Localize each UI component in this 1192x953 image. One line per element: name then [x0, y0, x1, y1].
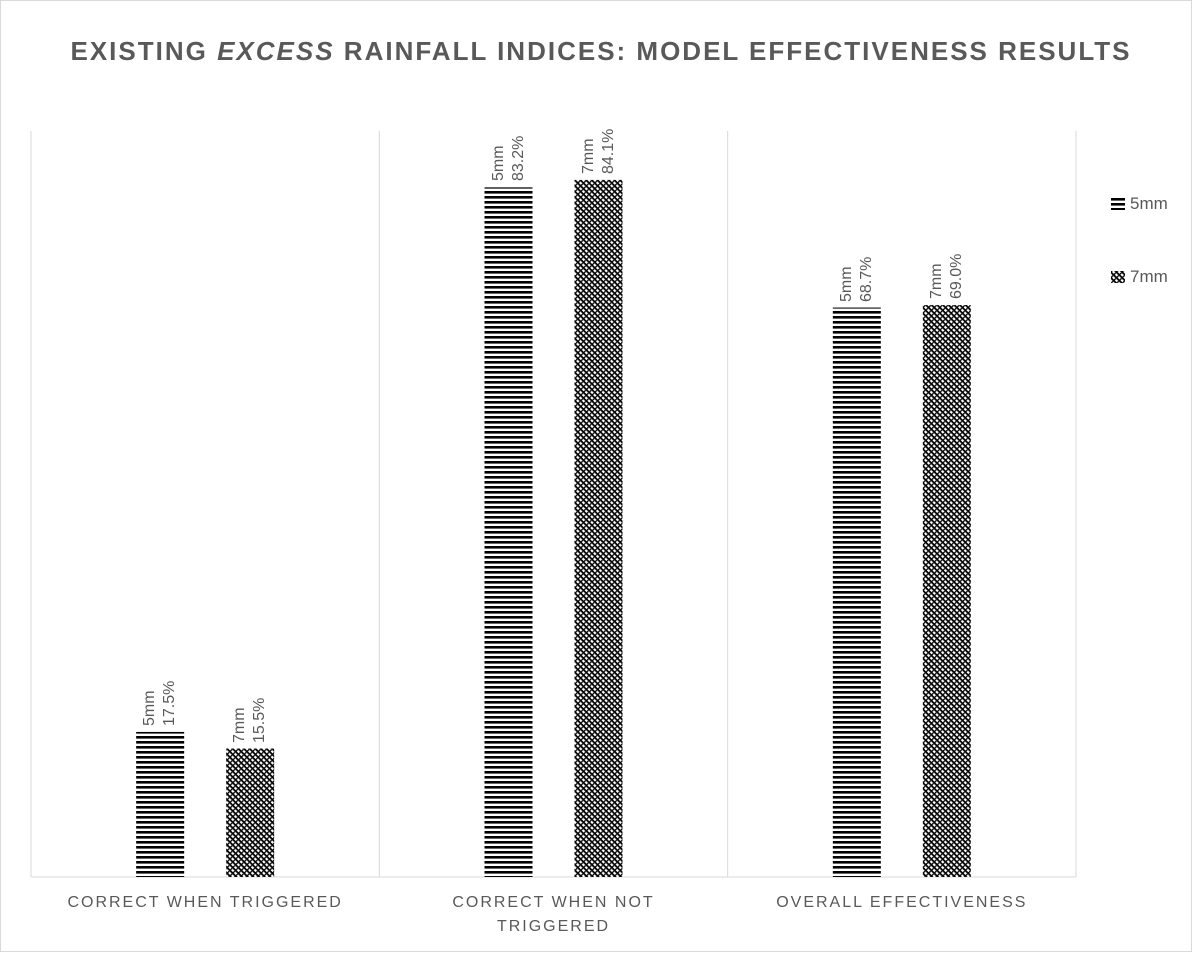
data-label-7mm-1: 7mm 15.5% — [230, 697, 270, 742]
data-label-value: 15.5% — [251, 697, 269, 743]
data-label-7mm-2: 7mm 84.1% — [579, 129, 619, 174]
data-label-series: 7mm — [927, 263, 945, 300]
legend-item-5mm: 5mm — [1111, 194, 1168, 214]
data-label-series: 5mm — [489, 145, 507, 182]
bar-7mm-3 — [922, 305, 971, 878]
data-label-5mm-1: 5mm 17.5% — [140, 681, 180, 726]
legend-swatch-stripes-icon — [1111, 198, 1125, 210]
legend-swatch-dots-icon — [1111, 271, 1125, 283]
data-label-series: 5mm — [837, 265, 855, 302]
category-label-2: CORRECT WHEN NOT TRIGGERED — [452, 894, 655, 935]
data-label-5mm-2: 5mm 83.2% — [489, 136, 529, 181]
bar-5mm-3 — [832, 307, 881, 877]
bar-7mm-2 — [574, 179, 623, 878]
data-label-value: 17.5% — [161, 680, 179, 726]
category-label-3: OVERALL EFFECTIVENESS — [776, 894, 1028, 911]
bar-5mm-1 — [136, 731, 185, 877]
data-label-value: 83.2% — [509, 135, 527, 182]
data-label-series: 7mm — [579, 138, 597, 174]
data-label-value: 68.7% — [857, 256, 875, 302]
bar-5mm-2 — [484, 187, 533, 877]
category-label-1: CORRECT WHEN TRIGGERED — [67, 894, 343, 911]
bar-7mm-1 — [226, 748, 275, 877]
chart-title: EXISTING EXCESS RAINFALL INDICES: MODEL … — [70, 36, 1132, 66]
data-label-series: 5mm — [141, 690, 159, 726]
legend-label: 5mm — [1130, 194, 1168, 213]
legend-item-7mm: 7mm — [1111, 267, 1168, 287]
data-label-5mm-3: 5mm 68.7% — [837, 256, 877, 301]
data-label-series: 7mm — [231, 706, 249, 743]
data-label-7mm-3: 7mm 69.0% — [927, 254, 967, 299]
data-label-value: 69.0% — [947, 253, 965, 300]
legend-label: 7mm — [1130, 267, 1168, 286]
data-label-value: 84.1% — [599, 128, 617, 174]
